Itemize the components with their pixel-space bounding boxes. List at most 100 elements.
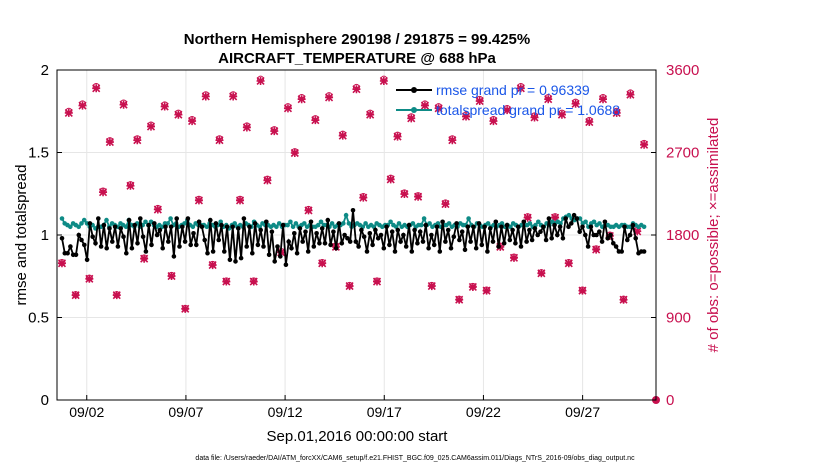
obs-assimilated-point: [229, 92, 238, 101]
totalspread-point: [419, 222, 424, 228]
totalspread-point: [290, 224, 296, 230]
rmse-point: [529, 237, 535, 243]
rmse-point: [328, 242, 333, 248]
obs-assimilated-point: [242, 123, 251, 132]
y2-tick-label: 1800: [666, 227, 699, 244]
rmse-point: [555, 232, 560, 238]
rmse-point: [471, 224, 476, 230]
totalspread-point: [285, 222, 290, 228]
rmse-point: [401, 232, 406, 238]
totalspread-point: [59, 216, 65, 221]
rmse-point: [90, 234, 95, 239]
rmse-point: [370, 242, 375, 248]
rmse-point: [518, 244, 524, 249]
totalspread-point: [566, 212, 572, 218]
obs-assimilated-point: [366, 110, 375, 119]
obs-assimilated-point: [256, 76, 265, 86]
chart-subtitle: AIRCRAFT_TEMPERATURE @ 688 hPa: [218, 50, 496, 67]
totalspread-point: [536, 219, 541, 225]
rmse-point: [247, 224, 252, 230]
rmse-point: [389, 229, 395, 234]
totalspread-point: [79, 221, 84, 226]
rmse-point: [294, 250, 300, 256]
obs-assimilated-point: [585, 117, 594, 127]
x-tick-label: 09/12: [268, 404, 303, 420]
rmse-point: [325, 217, 331, 223]
rmse-point: [319, 226, 325, 231]
rmse-point: [412, 227, 417, 233]
rmse-point: [445, 227, 451, 233]
rmse-point: [266, 252, 272, 258]
rmse-point: [387, 242, 392, 248]
legend-rmse-label: rmse grand pr = 0.96339: [436, 82, 590, 98]
totalspread-point: [343, 212, 349, 218]
obs-assimilated-point: [414, 192, 423, 201]
obs-assimilated-point: [249, 277, 258, 286]
y2-axis-label: # of obs: o=possible; ×=assimilated: [705, 118, 722, 353]
totalspread-point: [76, 224, 81, 230]
rmse-point: [588, 224, 594, 230]
rmse-point: [269, 229, 275, 234]
obs-count-markers: [57, 75, 660, 404]
obs-assimilated-point: [509, 253, 519, 262]
rmse-point: [443, 239, 448, 244]
rmse-point: [440, 219, 445, 225]
rmse-point: [230, 224, 235, 230]
rmse-point: [59, 236, 65, 241]
rmse-point: [278, 254, 283, 259]
totalspread-point: [159, 224, 165, 230]
x-tick-label: 09/17: [367, 404, 402, 420]
totalspread-point: [165, 221, 171, 226]
totalspread-point: [410, 221, 416, 226]
y-tick-label: 1.5: [28, 145, 49, 162]
rmse-point: [149, 242, 154, 248]
rmse-point: [485, 249, 490, 254]
rmse-point: [84, 257, 90, 263]
rmse-point: [608, 232, 613, 238]
rmse-point: [345, 236, 350, 241]
rmse-point: [300, 239, 306, 244]
rmse-point: [605, 236, 610, 241]
rmse-point: [493, 219, 499, 225]
obs-assimilated-point: [78, 101, 87, 110]
rmse-point: [336, 221, 342, 226]
rmse-point: [476, 221, 482, 226]
rmse-point: [423, 222, 429, 228]
rmse-point: [238, 255, 244, 261]
totalspread-point: [527, 221, 533, 226]
rmse-point: [107, 226, 112, 231]
totalspread-point: [499, 221, 505, 226]
rmse-point: [289, 245, 294, 251]
rmse-point: [104, 245, 109, 251]
y2-tick-label: 2700: [666, 145, 699, 162]
totalspread-point: [274, 224, 279, 230]
obs-assimilated-point: [235, 196, 245, 205]
totalspread-point: [182, 221, 187, 226]
rmse-point: [375, 236, 381, 241]
rmse-point: [317, 241, 322, 246]
obs-assimilated-point: [153, 205, 162, 214]
obs-assimilated-point: [208, 261, 217, 270]
obs-assimilated-point: [598, 95, 608, 104]
obs-assimilated-point: [434, 104, 443, 113]
rmse-point: [451, 234, 457, 239]
rmse-point: [541, 224, 546, 230]
rmse-point: [347, 239, 353, 244]
rmse-point: [367, 231, 373, 236]
legend-spread-label: totalspread grand pr = 1.0688: [436, 102, 620, 118]
obs-assimilated-point: [455, 295, 464, 304]
rmse-point: [129, 245, 135, 251]
totalspread-point: [583, 219, 588, 225]
rmse-point: [272, 259, 278, 264]
rmse-point: [431, 242, 437, 248]
rmse-point: [426, 245, 431, 251]
rmse-point: [359, 227, 364, 233]
rmse-point: [101, 222, 107, 228]
totalspread-point: [466, 216, 471, 221]
obs-assimilated-point: [448, 136, 457, 145]
legend: rmse grand pr = 0.96339 totalspread gran…: [396, 82, 620, 118]
obs-assimilated-point: [619, 295, 628, 304]
rmse-point: [140, 234, 146, 239]
totalspread-point: [302, 221, 307, 226]
